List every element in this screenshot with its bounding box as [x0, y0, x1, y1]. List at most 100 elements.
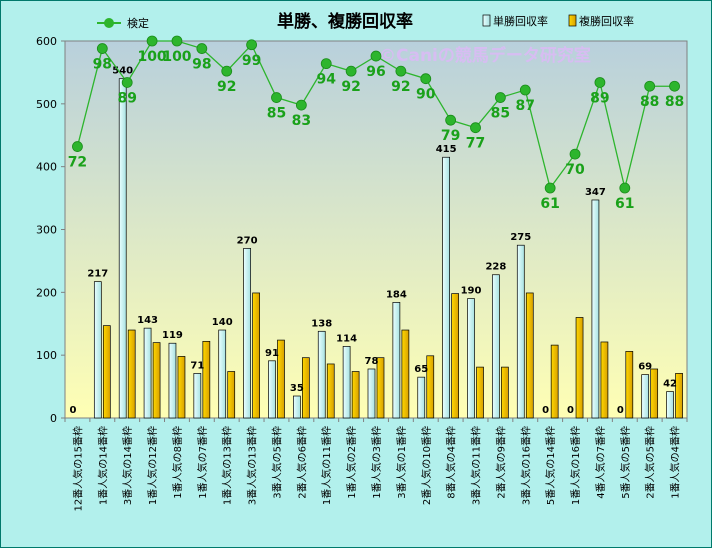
- x-tick-label: 5番人気の14番枠: [544, 426, 557, 505]
- bar-tansho: [317, 330, 326, 419]
- x-tick-label: 3番人気の1番枠: [395, 426, 408, 499]
- chart-title: 単勝、複勝回収率: [277, 11, 413, 32]
- line-value-label: 98: [93, 57, 112, 73]
- line-value-label: 72: [68, 155, 87, 171]
- line-marker: [395, 65, 407, 77]
- data-label-tansho: 0: [617, 405, 624, 416]
- legend-swatch-tansho: [482, 14, 491, 27]
- line-marker: [544, 182, 556, 194]
- line-marker: [246, 39, 258, 51]
- bar-fukusho: [102, 325, 111, 419]
- x-tick-label: 8番人気の4番枠: [445, 426, 458, 499]
- line-marker: [594, 77, 606, 88]
- data-label-tansho: 270: [237, 235, 258, 246]
- legend-label-line: 検定: [127, 16, 149, 30]
- line-marker: [569, 148, 581, 160]
- line-value-label: 98: [192, 57, 211, 73]
- line-value-label: 92: [391, 79, 410, 95]
- y-tick-label: 400: [36, 161, 57, 174]
- data-label-tansho: 65: [414, 364, 428, 375]
- bar-tansho: [268, 360, 276, 419]
- x-tick-label: 5番人気の5番枠: [619, 426, 632, 499]
- bar-tansho: [467, 298, 475, 419]
- bar-fukusho: [326, 363, 335, 419]
- bar-tansho: [118, 78, 127, 419]
- bar-fukusho: [575, 317, 584, 419]
- line-marker: [72, 141, 83, 152]
- bar-tansho: [666, 391, 674, 419]
- bar-fukusho: [152, 342, 161, 419]
- data-label-tansho: 140: [212, 317, 233, 328]
- bar-fukusho: [476, 366, 484, 419]
- bar-fukusho: [302, 357, 310, 419]
- line-value-label: 92: [341, 79, 360, 95]
- data-label-tansho: 0: [69, 405, 76, 416]
- x-tick-label: 3番人気の13番枠: [246, 426, 259, 505]
- line-value-label: 87: [516, 98, 535, 114]
- data-label-tansho: 415: [436, 144, 457, 155]
- bar-tansho: [591, 199, 600, 419]
- line-marker: [221, 65, 233, 77]
- watermark-text: ©Caniの競馬データ研究室: [379, 45, 591, 66]
- data-label-tansho: 138: [311, 318, 332, 329]
- bar-fukusho: [127, 329, 136, 419]
- line-value-label: 96: [366, 64, 385, 80]
- data-label-tansho: 275: [510, 232, 531, 243]
- line-marker: [196, 43, 208, 54]
- line-value-label: 77: [466, 136, 485, 152]
- data-label-tansho: 91: [265, 348, 279, 359]
- x-tick-label: 2番人気の10番枠: [420, 426, 433, 505]
- bar-tansho: [516, 244, 525, 419]
- bar-tansho: [392, 302, 401, 419]
- line-marker: [96, 43, 108, 54]
- line-value-label: 94: [316, 72, 336, 88]
- line-value-label: 83: [292, 113, 311, 129]
- bar-fukusho: [401, 329, 410, 419]
- x-tick-label: 1番人気の14番枠: [96, 426, 109, 505]
- legend-label-fukusho: 複勝回収率: [579, 14, 634, 28]
- legend: 検定 単勝回収率 複勝回収率: [97, 14, 634, 30]
- x-tick-label: 1番人気の13番枠: [221, 426, 234, 505]
- bar-tansho: [417, 376, 426, 419]
- x-tick-label: 3番人気の11番枠: [470, 426, 483, 505]
- line-value-label: 99: [242, 53, 261, 69]
- x-tick-label: 4番人気の7番枠: [594, 426, 607, 499]
- x-tick-label: 1番人気の16番枠: [569, 426, 582, 505]
- x-tick-label: 1番人気の2番枠: [345, 426, 358, 499]
- bar-fukusho: [227, 371, 236, 419]
- legend-swatch-fukusho: [568, 14, 577, 27]
- x-tick-label: 1番人気の3番枠: [370, 426, 383, 499]
- data-label-tansho: 42: [663, 379, 677, 390]
- bar-fukusho: [202, 340, 211, 419]
- bar-tansho: [442, 156, 450, 419]
- line-marker: [271, 92, 282, 103]
- x-tick-label: 2番人気の5番枠: [644, 426, 657, 499]
- data-label-tansho: 35: [290, 383, 304, 394]
- line-marker: [494, 92, 506, 103]
- bars: [93, 78, 683, 419]
- data-label-tansho: 0: [567, 405, 574, 416]
- line-value-label: 89: [117, 90, 136, 106]
- bar-fukusho: [625, 351, 634, 419]
- data-label-tansho: 228: [485, 262, 506, 273]
- bar-tansho: [193, 373, 202, 419]
- data-label-tansho: 540: [112, 66, 133, 77]
- x-axis: 12番人気の15番枠 1番人気の14番枠 3番人気の14番枠 1番人気の12番枠 1番人…: [64, 418, 688, 511]
- data-label-tansho: 184: [386, 289, 407, 300]
- y-axis: 0 100 200 300 400 500 600: [36, 35, 65, 425]
- line-marker: [470, 122, 481, 134]
- y-tick-label: 500: [36, 98, 57, 111]
- line-marker: [619, 182, 631, 194]
- data-label-tansho: 78: [365, 356, 379, 367]
- x-tick-label: 12番人気の15番枠: [71, 426, 84, 511]
- bar-fukusho: [277, 339, 285, 419]
- x-tick-label: 3番人気の16番枠: [519, 426, 532, 505]
- bar-fukusho: [252, 292, 260, 419]
- bar-fukusho: [675, 373, 683, 419]
- line-marker: [445, 114, 457, 126]
- line-marker: [519, 84, 531, 96]
- legend-marker: [104, 18, 114, 28]
- bar-tansho: [143, 327, 152, 419]
- y-tick-label: 200: [36, 286, 57, 299]
